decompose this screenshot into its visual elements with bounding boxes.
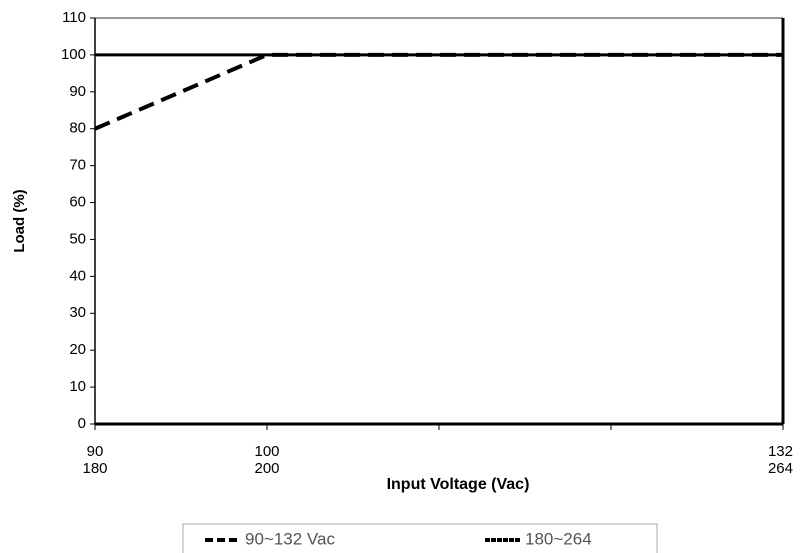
y-tick-label: 80 [69, 120, 86, 137]
x-tick-label: 100 [254, 443, 279, 460]
y-axis-label: Load (%) [11, 189, 28, 252]
y-tick-label: 30 [69, 304, 86, 321]
y-tick-label: 10 [69, 378, 86, 395]
y-tick-label: 100 [61, 46, 86, 63]
x-tick-label: 90 [87, 443, 104, 460]
x-tick-label-2: 264 [768, 460, 793, 477]
x-tick-label-2: 200 [254, 460, 279, 477]
legend-label: 90~132 Vac [245, 529, 335, 548]
y-tick-label: 110 [62, 9, 86, 26]
legend-box [182, 523, 658, 553]
y-tick-label: 70 [69, 157, 86, 174]
y-tick-label: 40 [69, 267, 86, 284]
x-axis-label: Input Voltage (Vac) [387, 476, 530, 493]
x-tick-label-2: 180 [82, 460, 107, 477]
legend-label: 180~264 [525, 529, 592, 548]
x-tick-label: 132 [768, 443, 793, 460]
y-tick-label: 50 [69, 230, 86, 247]
series-line [94, 52, 783, 131]
y-tick-label: 60 [69, 194, 86, 211]
y-tick-label: 20 [69, 341, 86, 358]
y-tick-label: 90 [69, 83, 86, 100]
y-tick-label: 0 [78, 415, 86, 432]
